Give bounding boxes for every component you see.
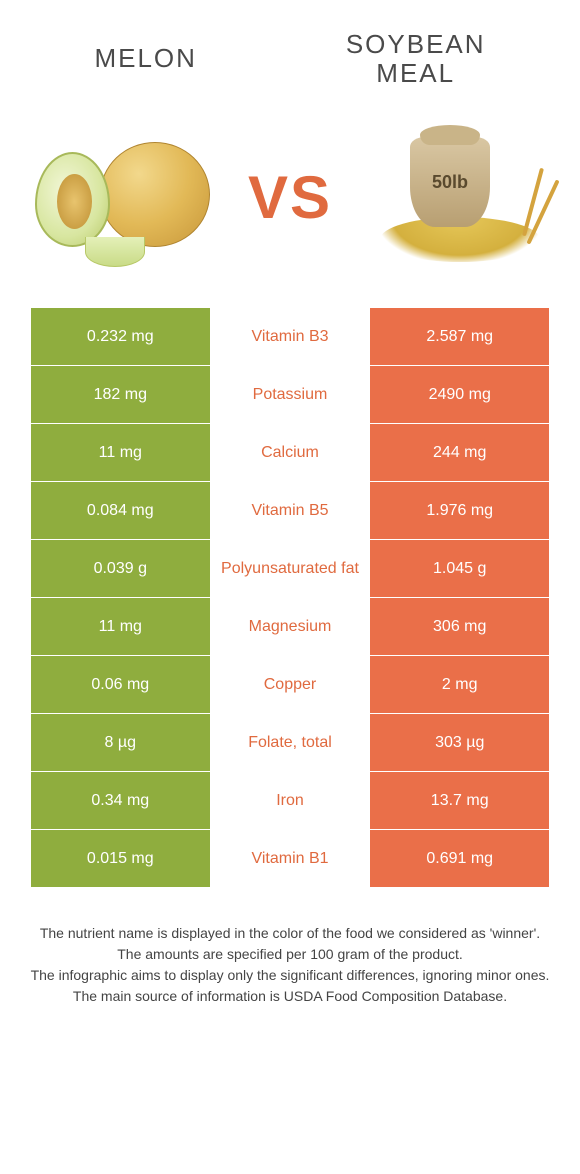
table-row: 8 µgFolate, total303 µg (31, 714, 550, 772)
right-value-cell: 13.7 mg (370, 772, 550, 830)
left-value-cell: 0.084 mg (31, 482, 211, 540)
header-row: MELON SOYBEAN MEAL (0, 0, 580, 97)
table-row: 0.039 gPolyunsaturated fat1.045 g (31, 540, 550, 598)
melon-illustration (30, 127, 210, 267)
right-food-title: SOYBEAN MEAL (346, 30, 486, 87)
nutrient-name-cell: Vitamin B3 (210, 308, 370, 366)
left-value-cell: 11 mg (31, 424, 211, 482)
nutrient-name-cell: Iron (210, 772, 370, 830)
infographic-container: MELON SOYBEAN MEAL VS 50lb 0.232 mgVitam… (0, 0, 580, 1007)
nutrient-name-cell: Vitamin B5 (210, 482, 370, 540)
images-row: VS 50lb (0, 97, 580, 307)
right-value-cell: 2.587 mg (370, 308, 550, 366)
right-value-cell: 1.045 g (370, 540, 550, 598)
nutrient-name-cell: Magnesium (210, 598, 370, 656)
nutrient-name-cell: Potassium (210, 366, 370, 424)
left-value-cell: 8 µg (31, 714, 211, 772)
left-value-cell: 0.232 mg (31, 308, 211, 366)
table-row: 0.232 mgVitamin B32.587 mg (31, 308, 550, 366)
nutrient-name-cell: Copper (210, 656, 370, 714)
right-value-cell: 303 µg (370, 714, 550, 772)
left-value-cell: 0.039 g (31, 540, 211, 598)
right-value-cell: 2 mg (370, 656, 550, 714)
left-food-title: MELON (94, 44, 196, 73)
table-row: 0.06 mgCopper2 mg (31, 656, 550, 714)
left-value-cell: 0.06 mg (31, 656, 211, 714)
table-row: 182 mgPotassium2490 mg (31, 366, 550, 424)
nutrient-name-cell: Folate, total (210, 714, 370, 772)
left-value-cell: 182 mg (31, 366, 211, 424)
sack-label: 50lb (410, 172, 490, 193)
nutrient-name-cell: Polyunsaturated fat (210, 540, 370, 598)
right-value-cell: 306 mg (370, 598, 550, 656)
left-value-cell: 0.34 mg (31, 772, 211, 830)
soybean-illustration: 50lb (370, 127, 550, 267)
footer-line-4: The main source of information is USDA F… (30, 986, 550, 1007)
left-value-cell: 0.015 mg (31, 830, 211, 888)
table-row: 0.015 mgVitamin B10.691 mg (31, 830, 550, 888)
right-value-cell: 244 mg (370, 424, 550, 482)
right-value-cell: 0.691 mg (370, 830, 550, 888)
footer-notes: The nutrient name is displayed in the co… (30, 923, 550, 1007)
right-value-cell: 2490 mg (370, 366, 550, 424)
table-row: 11 mgCalcium244 mg (31, 424, 550, 482)
nutrient-name-cell: Vitamin B1 (210, 830, 370, 888)
nutrient-name-cell: Calcium (210, 424, 370, 482)
footer-line-3: The infographic aims to display only the… (30, 965, 550, 986)
table-row: 11 mgMagnesium306 mg (31, 598, 550, 656)
table-row: 0.34 mgIron13.7 mg (31, 772, 550, 830)
left-value-cell: 11 mg (31, 598, 211, 656)
footer-line-2: The amounts are specified per 100 gram o… (30, 944, 550, 965)
right-value-cell: 1.976 mg (370, 482, 550, 540)
footer-line-1: The nutrient name is displayed in the co… (30, 923, 550, 944)
table-row: 0.084 mgVitamin B51.976 mg (31, 482, 550, 540)
nutrient-comparison-table: 0.232 mgVitamin B32.587 mg182 mgPotassiu… (30, 307, 550, 888)
vs-label: VS (248, 163, 332, 232)
